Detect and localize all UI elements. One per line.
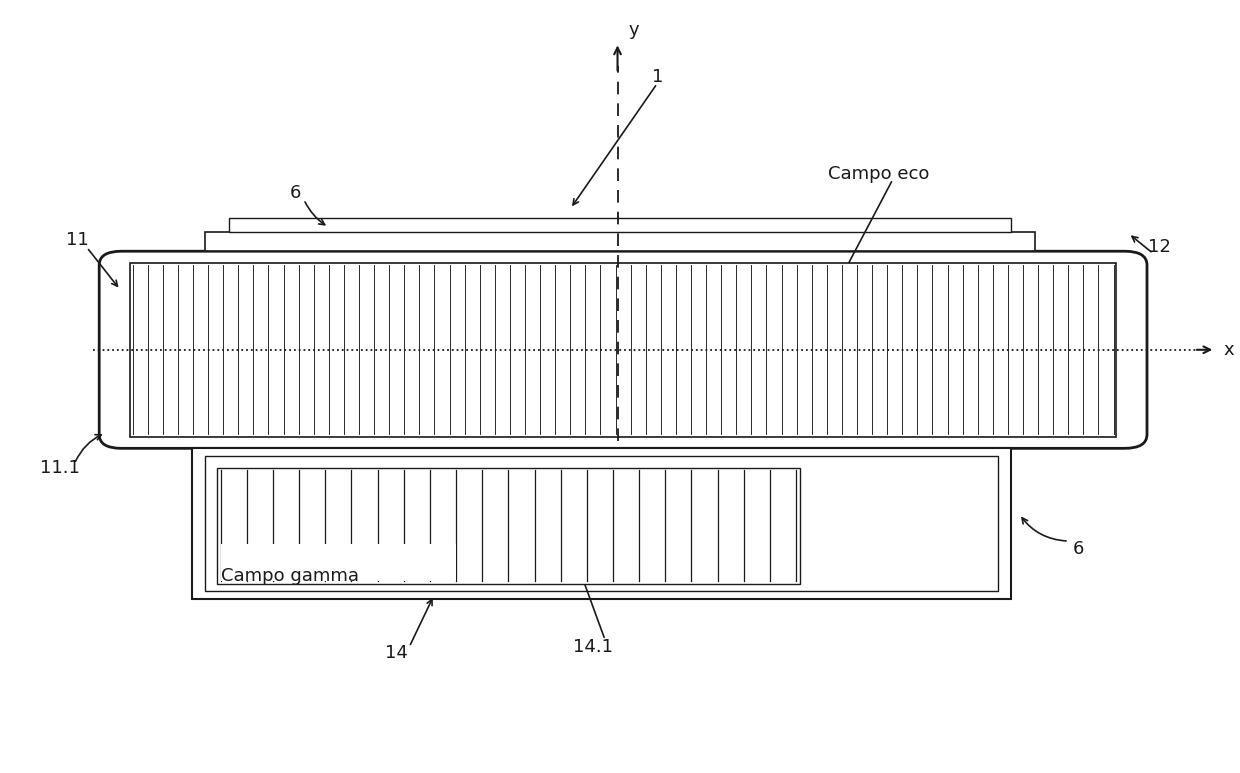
Bar <box>192 448 1011 599</box>
Text: 11.1: 11.1 <box>40 458 79 477</box>
Bar <box>205 232 1035 251</box>
Text: 1: 1 <box>651 68 663 87</box>
Bar <box>229 218 1011 232</box>
Text: x: x <box>1224 341 1235 359</box>
Bar <box>221 544 456 581</box>
Text: 11: 11 <box>66 230 88 249</box>
Text: 6: 6 <box>289 184 301 203</box>
Text: Campo gamma: Campo gamma <box>221 567 358 585</box>
FancyBboxPatch shape <box>99 251 1147 448</box>
Text: 14: 14 <box>386 644 408 662</box>
Bar <box>130 263 1116 437</box>
Text: y: y <box>629 22 639 39</box>
Text: 6: 6 <box>1073 540 1085 558</box>
Bar <box>205 456 998 591</box>
Text: 12: 12 <box>1148 238 1171 257</box>
Text: 14.1: 14.1 <box>573 638 613 656</box>
Bar <box>217 468 800 584</box>
Text: Campo eco: Campo eco <box>828 165 930 183</box>
